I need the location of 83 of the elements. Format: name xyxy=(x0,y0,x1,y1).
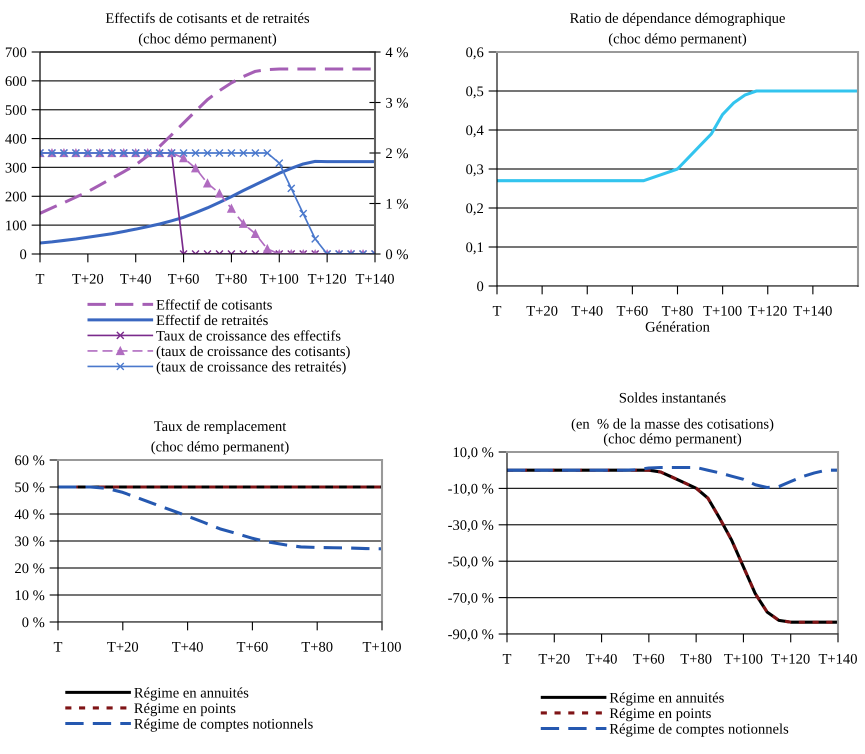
x-axis-title: Génération xyxy=(646,321,710,332)
y-tick-label: 300 xyxy=(6,162,26,173)
y2-tick-label: 4 % xyxy=(386,47,408,58)
y-tick-label: 500 xyxy=(6,105,26,115)
y-tick-label: 0,4 xyxy=(466,125,484,138)
y2-tick-label: 3 % xyxy=(386,98,408,108)
x-tick-label: T+120 xyxy=(748,306,787,316)
y-tick-label: 50 % xyxy=(15,482,44,492)
legend-label: Régime en points xyxy=(610,708,711,722)
chart-subtitle: (choc démo permanent) xyxy=(138,33,276,46)
x-tick-label: T+140 xyxy=(794,306,832,316)
legend-label: Régime de comptes notionnels xyxy=(134,718,313,732)
x-tick-label: T+40 xyxy=(172,642,203,652)
y-tick-label: 30 % xyxy=(15,536,44,546)
y-tick-label: 10 % xyxy=(16,590,44,600)
y-tick-label: 20 % xyxy=(15,563,44,574)
y-tick-label: -30,0 % xyxy=(448,520,494,532)
x-tick-label: T+100 xyxy=(362,642,401,652)
x-tick-label: T+60 xyxy=(616,306,648,316)
x-tick-label: T+80 xyxy=(680,654,712,664)
x-tick-label: T xyxy=(54,642,62,652)
x-tick-label: T xyxy=(492,306,502,316)
y-tick-label: 400 xyxy=(5,134,26,144)
x-tick-label: T xyxy=(502,654,512,664)
y-tick-label: 0,2 xyxy=(466,203,483,216)
y-tick-label: 0 xyxy=(20,249,26,260)
x-tick-label: T+120 xyxy=(308,274,346,284)
legend-label: Régime en points xyxy=(134,702,236,716)
y-tick-label: 40 % xyxy=(14,509,44,520)
chart-title: Ratio de dépendance démographique xyxy=(570,12,785,26)
chart-subtitle: (en % de la masse des cotisations) (choc démo permanent) xyxy=(572,418,774,446)
y-tick-label: 0,1 xyxy=(466,242,483,254)
y-tick-label: 10,0 % xyxy=(454,447,494,460)
x-tick-label: T+100 xyxy=(260,274,298,284)
legend-label: Effectif de retraités xyxy=(156,314,268,326)
x-tick-label: T+60 xyxy=(633,654,664,664)
y-tick-label: 0,6 xyxy=(466,47,484,60)
chart-title: Taux de remplacement xyxy=(154,420,286,434)
x-tick-label: T+20 xyxy=(107,642,138,652)
y2-tick-label: 1 % xyxy=(386,198,408,209)
y-tick-label: 60 % xyxy=(15,455,44,466)
legend-label: Régime en annuités xyxy=(610,692,724,706)
x-tick-label: T+80 xyxy=(216,274,247,284)
x-tick-label: T+140 xyxy=(356,274,394,284)
x-tick-label: T+80 xyxy=(662,306,693,316)
y2-tick-label: 2 % xyxy=(386,148,408,158)
x-tick-label: T+40 xyxy=(120,274,152,284)
x-tick-label: T+100 xyxy=(724,654,762,664)
y-tick-label: -70,0 % xyxy=(448,592,494,605)
x-tick-label: T xyxy=(36,274,44,284)
x-tick-label: T+40 xyxy=(572,306,603,316)
y-tick-label: 0,5 xyxy=(466,86,484,98)
y-tick-label: 600 xyxy=(6,76,26,86)
y-tick-label: 0 % xyxy=(22,617,44,628)
y-tick-label: -90,0 % xyxy=(448,629,494,642)
legend-label: (taux de croissance des retraités) xyxy=(156,361,346,375)
y-tick-label: 200 xyxy=(6,192,26,202)
y2-tick-label: 0 % xyxy=(386,249,408,260)
chart-subtitle: (choc démo permanent) xyxy=(151,441,289,454)
legend-label: (taux de croissance des cotisants) xyxy=(156,346,350,360)
x-tick-label: T+60 xyxy=(168,274,199,284)
y-tick-label: 700 xyxy=(6,47,26,58)
legend-label: Régime en annuités xyxy=(134,687,248,701)
chart-title: Soldes instantanés xyxy=(620,392,726,403)
x-tick-label: T+60 xyxy=(236,642,268,652)
x-tick-label: T+40 xyxy=(586,654,617,664)
chart-title: Effectifs de cotisants et de retraités xyxy=(106,12,310,24)
x-tick-label: T+100 xyxy=(703,306,742,316)
x-tick-label: T+140 xyxy=(818,654,857,664)
x-tick-label: T+20 xyxy=(526,306,558,316)
x-tick-label: T+20 xyxy=(72,274,104,284)
y-tick-label: 0 xyxy=(477,281,484,292)
y-tick-label: -10,0 % xyxy=(448,484,494,496)
x-tick-label: T+20 xyxy=(538,654,570,664)
y-tick-label: 100 xyxy=(6,220,26,230)
legend-label: Effectif de cotisants xyxy=(156,299,272,310)
y-tick-label: -50,0 % xyxy=(448,556,494,568)
x-tick-label: T+80 xyxy=(302,642,333,652)
x-tick-label: T+120 xyxy=(771,654,810,664)
chart-subtitle: (choc démo permanent) xyxy=(608,33,746,46)
y-tick-label: 0,3 xyxy=(466,164,484,176)
legend-label: Régime de comptes notionnels xyxy=(610,723,788,737)
legend-label: Taux de croissance des effectifs xyxy=(156,330,340,341)
